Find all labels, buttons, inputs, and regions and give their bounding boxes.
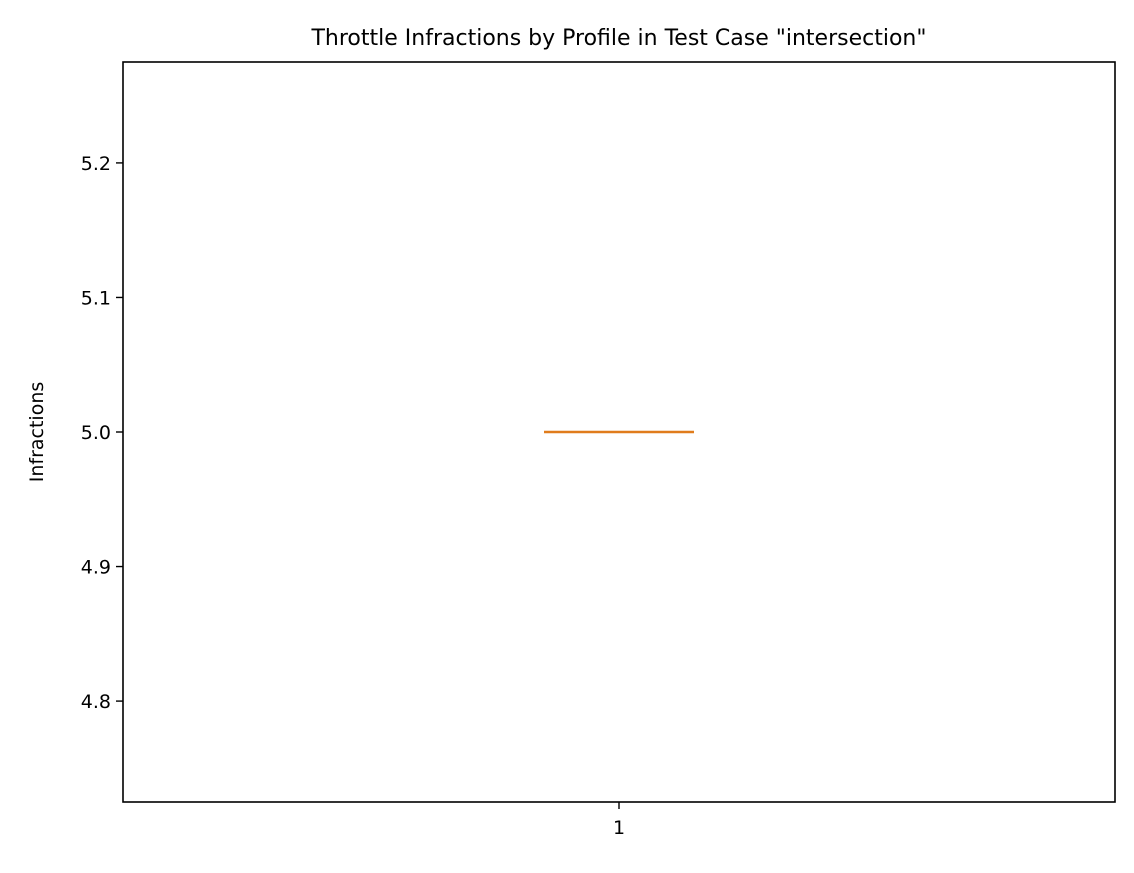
plot-area: 4.8 4.9 5.0 5.1 5.2 1 [81, 61, 1116, 839]
y-axis-label: Infractions [26, 382, 48, 483]
y-tick-label: 4.8 [81, 691, 111, 713]
y-tick-label: 4.9 [81, 557, 111, 579]
x-tick-label: 1 [613, 817, 625, 839]
chart-title: Throttle Infractions by Profile in Test … [310, 26, 926, 51]
y-tick-label: 5.1 [81, 287, 111, 309]
y-tick-label: 5.2 [81, 153, 111, 175]
y-tick-label: 5.0 [81, 422, 111, 444]
